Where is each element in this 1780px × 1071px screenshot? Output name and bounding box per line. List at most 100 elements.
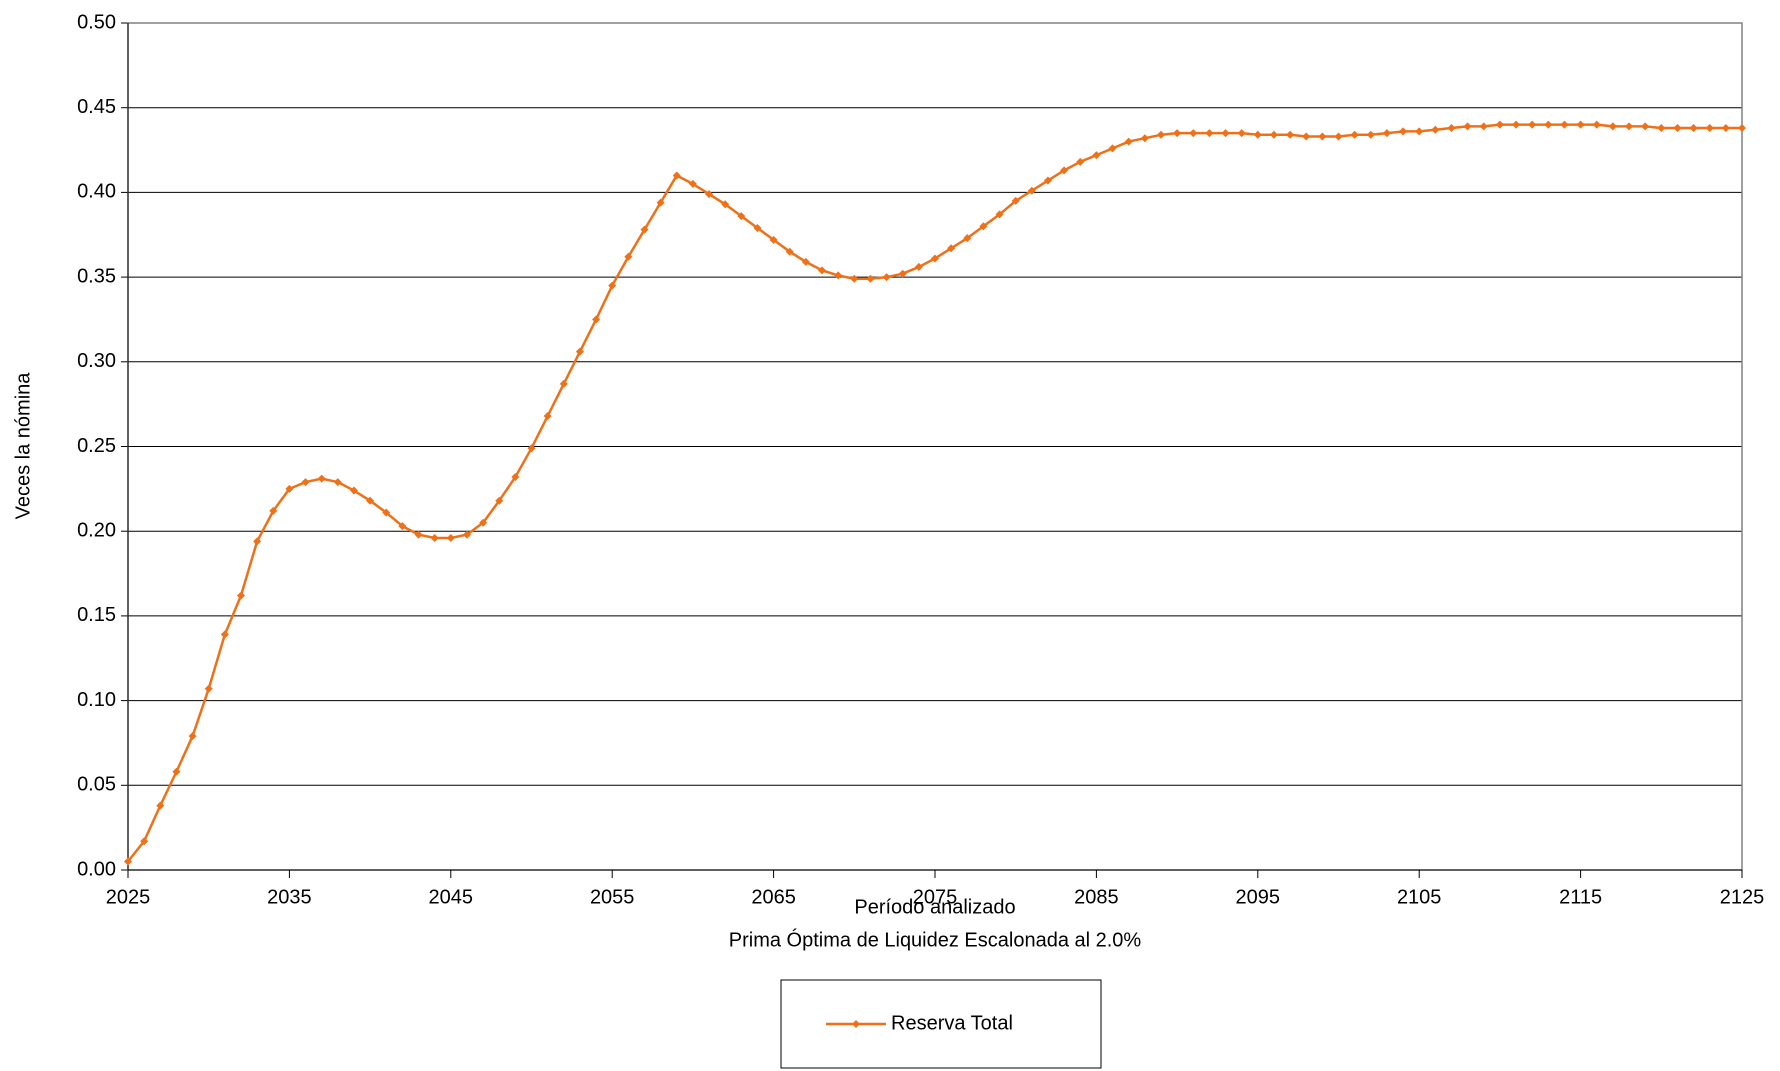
data-point bbox=[1092, 151, 1101, 160]
data-point bbox=[656, 198, 665, 207]
data-line bbox=[127, 123, 1742, 863]
data-point bbox=[349, 486, 358, 495]
x-tick-label: 2095 bbox=[1236, 886, 1281, 908]
data-point bbox=[1544, 120, 1553, 129]
data-point bbox=[446, 533, 455, 542]
legend-marker bbox=[852, 1020, 860, 1028]
data-point bbox=[253, 537, 262, 546]
data-point bbox=[414, 530, 423, 539]
data-point bbox=[1334, 132, 1343, 141]
data-point bbox=[1173, 129, 1182, 138]
data-point bbox=[1011, 196, 1020, 205]
data-point bbox=[1124, 137, 1133, 146]
data-point bbox=[1721, 124, 1730, 133]
legend-label: Reserva Total bbox=[891, 1012, 1013, 1034]
data-point bbox=[559, 379, 568, 388]
data-point bbox=[769, 235, 778, 244]
data-point bbox=[592, 315, 601, 324]
x-tick-label: 2125 bbox=[1720, 886, 1765, 908]
data-point bbox=[1528, 120, 1537, 129]
data-point bbox=[801, 257, 810, 266]
data-point bbox=[1043, 176, 1052, 185]
data-point bbox=[333, 478, 342, 487]
data-point bbox=[1641, 122, 1650, 131]
y-tick-label: 0.35 bbox=[77, 265, 116, 287]
x-tick-label: 2065 bbox=[751, 886, 796, 908]
data-point bbox=[1479, 122, 1488, 131]
data-point bbox=[721, 200, 730, 209]
data-point bbox=[1592, 120, 1601, 129]
data-point bbox=[1140, 134, 1149, 143]
data-point bbox=[1253, 130, 1262, 139]
data-point bbox=[1431, 125, 1440, 134]
data-point bbox=[1673, 124, 1682, 133]
data-point bbox=[1076, 157, 1085, 166]
data-point bbox=[124, 857, 132, 866]
data-point bbox=[963, 234, 972, 243]
y-tick-label: 0.00 bbox=[77, 858, 116, 880]
data-point bbox=[1399, 127, 1408, 136]
x-tick-label: 2045 bbox=[429, 886, 474, 908]
data-point bbox=[172, 767, 181, 776]
data-point bbox=[236, 591, 245, 600]
data-point bbox=[527, 444, 536, 453]
data-point bbox=[1366, 130, 1375, 139]
data-point bbox=[1318, 132, 1327, 141]
data-point bbox=[834, 271, 843, 280]
y-tick-label: 0.45 bbox=[77, 96, 116, 118]
data-point bbox=[220, 630, 229, 639]
data-point bbox=[1463, 122, 1472, 131]
y-tick-label: 0.50 bbox=[77, 11, 116, 33]
data-point bbox=[995, 210, 1004, 219]
x-tick-label: 2025 bbox=[106, 886, 151, 908]
data-point bbox=[1060, 166, 1069, 175]
y-tick-label: 0.30 bbox=[77, 350, 116, 372]
data-point bbox=[914, 262, 923, 271]
data-point bbox=[753, 223, 762, 232]
x-tick-label: 2035 bbox=[267, 886, 312, 908]
y-tick-label: 0.05 bbox=[77, 774, 116, 796]
data-point bbox=[1205, 129, 1214, 138]
data-point bbox=[785, 247, 794, 256]
data-point bbox=[575, 347, 584, 356]
data-point bbox=[285, 484, 294, 493]
data-point bbox=[672, 171, 681, 180]
data-point bbox=[1512, 120, 1521, 129]
data-point bbox=[1382, 129, 1391, 138]
data-point bbox=[156, 801, 165, 810]
data-point bbox=[188, 732, 197, 741]
data-point bbox=[430, 533, 439, 542]
y-tick-label: 0.25 bbox=[77, 435, 116, 457]
data-point bbox=[1108, 144, 1117, 153]
data-point bbox=[608, 281, 617, 290]
y-axis-label: Veces la nómina bbox=[12, 372, 34, 520]
data-point bbox=[898, 269, 907, 278]
data-point bbox=[398, 522, 407, 531]
data-point bbox=[1189, 129, 1198, 138]
data-point bbox=[1738, 124, 1746, 133]
data-point bbox=[366, 496, 375, 505]
chart-subtitle: Prima Óptima de Liquidez Escalonada al 2… bbox=[729, 928, 1142, 951]
data-point bbox=[140, 837, 149, 846]
data-point bbox=[705, 190, 714, 199]
data-point bbox=[866, 274, 875, 283]
data-point bbox=[688, 179, 697, 188]
data-point bbox=[1221, 129, 1230, 138]
data-point bbox=[1415, 127, 1424, 136]
data-point bbox=[204, 684, 213, 693]
data-point bbox=[640, 225, 649, 234]
data-point bbox=[462, 530, 471, 539]
data-point bbox=[543, 412, 552, 421]
data-point bbox=[1705, 124, 1714, 133]
data-point bbox=[624, 252, 633, 261]
data-point bbox=[317, 474, 326, 483]
x-tick-label: 2115 bbox=[1559, 886, 1602, 908]
data-point bbox=[301, 478, 310, 487]
y-tick-label: 0.20 bbox=[77, 519, 116, 541]
data-point bbox=[850, 274, 859, 283]
data-point bbox=[511, 472, 520, 481]
data-point bbox=[382, 508, 391, 517]
data-point bbox=[1495, 120, 1504, 129]
x-axis-label: Período analizado bbox=[854, 896, 1015, 918]
